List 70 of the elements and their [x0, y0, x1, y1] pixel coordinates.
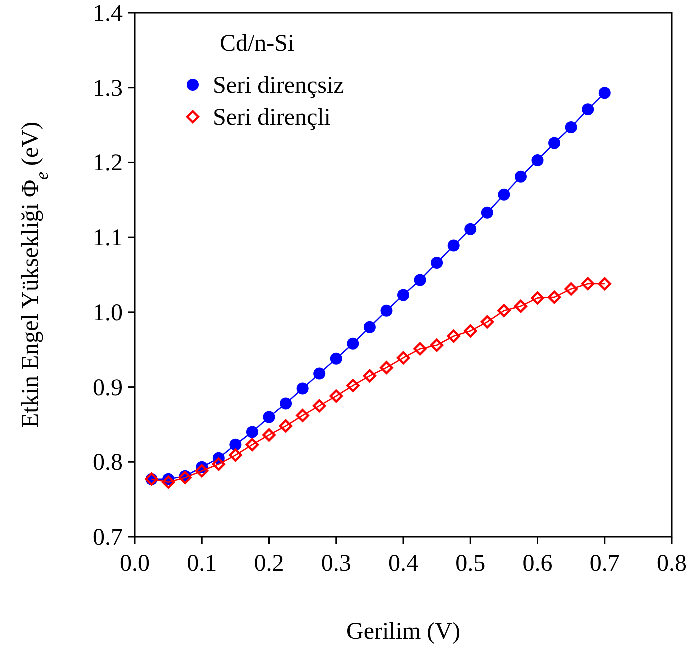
point: [564, 282, 578, 296]
point: [380, 361, 394, 374]
point: [196, 464, 209, 478]
point: [380, 304, 393, 317]
point: [296, 409, 310, 422]
x-tick-label: 0.4: [388, 551, 418, 577]
legend-label: Seri dirençli: [213, 105, 332, 131]
point: [262, 428, 276, 442]
point: [396, 351, 410, 365]
point: [532, 154, 544, 166]
point: [363, 369, 377, 383]
point: [431, 257, 444, 270]
point: [498, 304, 511, 318]
y-tick-label: 1.0: [93, 300, 123, 326]
point: [212, 458, 226, 471]
x-tick-label: 0.7: [590, 551, 620, 577]
point: [481, 206, 494, 219]
point: [414, 274, 426, 286]
point: [347, 338, 360, 350]
x-axis-title: Gerilim (V): [346, 619, 460, 645]
legend-title: Cd/n-Si: [220, 31, 296, 57]
point: [263, 411, 276, 424]
x-tick-label: 0.6: [522, 551, 553, 577]
point: [447, 330, 460, 343]
y-tick-label: 0.7: [93, 525, 123, 551]
point: [330, 352, 342, 365]
point: [598, 277, 612, 291]
point: [312, 399, 326, 413]
y-tick-label: 1.1: [93, 226, 123, 252]
point: [414, 342, 427, 356]
point: [565, 122, 578, 134]
x-tick-label: 0.0: [120, 551, 150, 577]
point: [514, 170, 527, 183]
point: [314, 368, 326, 380]
point: [498, 188, 510, 201]
point: [598, 87, 611, 100]
point: [548, 137, 561, 150]
y-tick-label: 0.9: [93, 375, 123, 402]
point: [531, 292, 544, 305]
point: [230, 438, 242, 451]
point: [514, 300, 528, 314]
point: [162, 476, 176, 489]
point: [464, 223, 477, 236]
point: [246, 426, 258, 438]
point: [464, 324, 478, 338]
point: [229, 448, 242, 462]
point: [582, 104, 594, 116]
point: [296, 382, 309, 395]
y-tick-label: 0.8: [93, 450, 123, 476]
point: [364, 321, 376, 334]
point: [430, 338, 444, 352]
point: [448, 240, 460, 252]
point: [581, 277, 595, 291]
point: [330, 390, 343, 403]
point: [346, 379, 360, 392]
point: [480, 316, 494, 329]
y-tick-label: 1.2: [93, 150, 123, 177]
x-tick-label: 0.2: [254, 551, 284, 577]
x-tick-label: 0.3: [321, 551, 352, 577]
point: [280, 398, 292, 410]
point: [548, 290, 562, 304]
legend-label: Seri dirençsiz: [213, 73, 344, 99]
y-tick-label: 1.3: [93, 76, 123, 102]
y-tick-label: 1.4: [93, 1, 123, 27]
point: [398, 289, 410, 302]
x-tick-label: 0.8: [657, 551, 687, 577]
point: [279, 420, 293, 433]
x-tick-label: 0.5: [456, 551, 486, 577]
x-tick-label: 0.1: [187, 551, 218, 577]
point: [246, 438, 260, 452]
